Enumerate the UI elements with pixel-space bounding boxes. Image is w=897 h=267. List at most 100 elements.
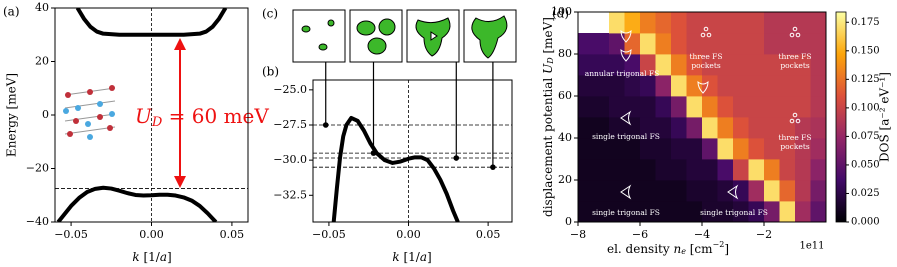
heat-cell <box>640 54 656 76</box>
heat-cell <box>578 117 594 139</box>
heat-cell <box>717 54 734 76</box>
heat-cell <box>733 159 749 181</box>
lattice-illustration <box>63 85 116 140</box>
region-label: pockets <box>691 61 721 70</box>
heat-cell <box>795 12 811 34</box>
heat-cell <box>717 180 734 202</box>
heat-cell <box>748 96 765 118</box>
x-tick-label: −4 <box>694 228 710 241</box>
heat-cell <box>686 117 703 139</box>
plot-frame <box>312 79 513 223</box>
heat-cell <box>578 33 594 55</box>
heat-cell <box>593 201 610 223</box>
x-tick-label: −0.05 <box>54 228 88 241</box>
icon <box>620 110 632 126</box>
heat-cell <box>764 201 780 223</box>
colorbar-tick-label: 0.100 <box>851 102 880 113</box>
heat-cell <box>578 75 594 97</box>
heat-cell <box>655 180 672 202</box>
heat-cell <box>686 201 703 223</box>
heat-cell <box>671 12 687 34</box>
panel-label: (d) <box>552 7 569 21</box>
icon <box>620 48 632 62</box>
heat-cell <box>795 54 811 76</box>
icon <box>706 32 712 38</box>
heat-cell <box>748 12 765 34</box>
heat-cell <box>733 201 749 223</box>
heat-cell <box>717 138 734 160</box>
heat-cell <box>717 159 734 181</box>
heat-cell <box>779 96 796 118</box>
heat-cell <box>671 138 687 160</box>
heat-cell <box>810 138 827 160</box>
x-tick-label: 0.05 <box>476 228 501 241</box>
heat-cell <box>810 117 827 139</box>
heat-cell <box>810 33 827 55</box>
x-tick-label: −0.05 <box>312 228 346 241</box>
heat-cell <box>733 12 749 34</box>
heat-cell <box>609 180 625 202</box>
icon <box>795 32 801 38</box>
heat-cell <box>624 117 641 139</box>
y-tick-label: −32.5 <box>273 188 307 201</box>
band-line <box>75 8 228 37</box>
x-tick-label: 0.00 <box>139 228 164 241</box>
y-tick-label: 0 <box>565 215 572 228</box>
heat-cell <box>779 201 796 223</box>
heat-cell <box>702 12 718 34</box>
heat-cell <box>686 33 703 55</box>
heat-cell <box>810 54 827 76</box>
heat-cell <box>779 75 796 97</box>
heat-cell <box>702 180 718 202</box>
heat-cell <box>624 75 641 97</box>
heat-cell <box>795 159 811 181</box>
heat-cell <box>655 117 672 139</box>
heat-cell <box>733 33 749 55</box>
heat-cell <box>733 180 749 202</box>
heat-cell <box>779 33 796 55</box>
x-tick-label: 0.05 <box>220 228 245 241</box>
y-tick-label: 60 <box>558 89 572 102</box>
heat-cell <box>748 54 765 76</box>
heat-cell <box>655 12 672 34</box>
heat-cell <box>733 54 749 76</box>
heat-cell <box>702 54 718 76</box>
heat-cell <box>640 75 656 97</box>
heat-cell <box>578 201 594 223</box>
heat-cell <box>671 117 687 139</box>
band-line <box>331 115 460 222</box>
x-tick-label: −2 <box>756 228 772 241</box>
x-axis-label: k [1/a] <box>132 250 171 264</box>
heat-cell <box>686 96 703 118</box>
gap-annotation: UD = 60 meV <box>135 104 269 130</box>
heat-cell <box>624 159 641 181</box>
heat-cell <box>609 201 625 223</box>
heat-cell <box>764 138 780 160</box>
heat-cell <box>733 75 749 97</box>
heat-cell <box>717 96 734 118</box>
heat-cell <box>671 201 687 223</box>
heat-cell <box>764 33 780 55</box>
heat-cell <box>779 12 796 34</box>
heat-cell <box>779 180 796 202</box>
heat-cell <box>795 96 811 118</box>
heat-cell <box>609 159 625 181</box>
heat-cell <box>764 159 780 181</box>
heat-cell <box>655 75 672 97</box>
heat-cell <box>624 201 641 223</box>
y-tick-label: 20 <box>35 55 49 68</box>
heat-cell <box>609 12 625 34</box>
colorbar-tick-label: 0.150 <box>851 45 880 56</box>
heat-cell <box>702 75 718 97</box>
heat-cell <box>779 54 796 76</box>
heat-cell <box>624 138 641 160</box>
icon <box>620 29 632 43</box>
heat-cell <box>686 54 703 76</box>
heat-cell <box>578 138 594 160</box>
y-tick-label: 40 <box>558 131 572 144</box>
colorbar-tick-label: 0.025 <box>851 188 880 199</box>
heat-cell <box>655 96 672 118</box>
panel-label: (b) <box>262 65 279 79</box>
heat-cell <box>578 159 594 181</box>
